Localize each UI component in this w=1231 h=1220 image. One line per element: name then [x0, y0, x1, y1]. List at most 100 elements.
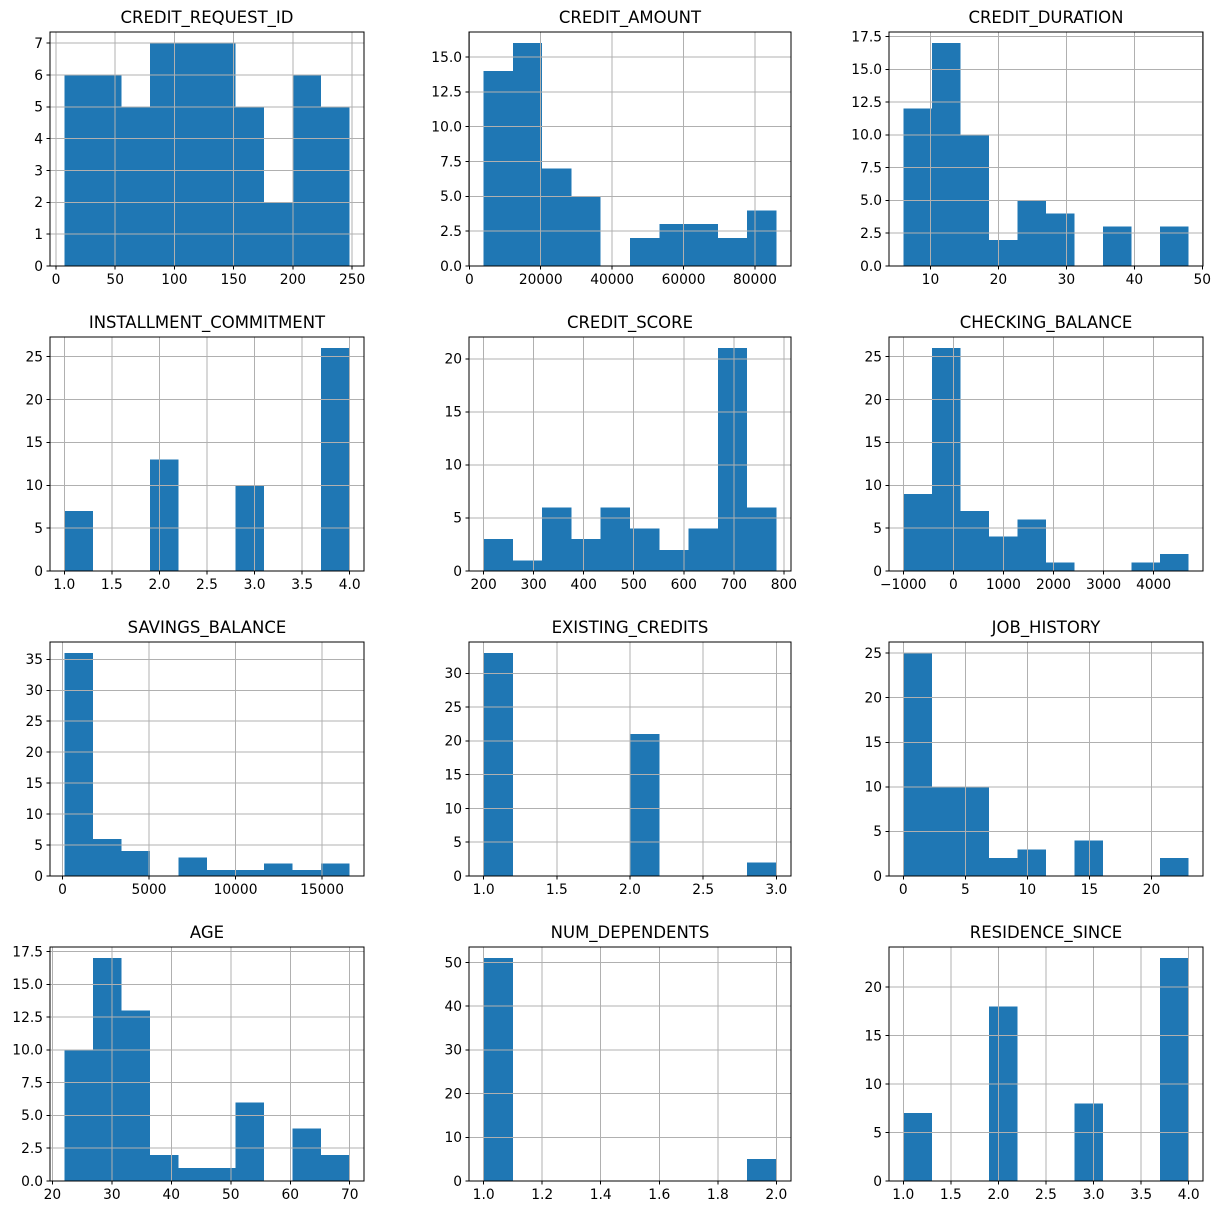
histogram-bar — [235, 869, 265, 876]
y-tick-label: 15 — [25, 776, 43, 792]
x-tick-label: 30 — [1057, 272, 1075, 288]
x-tick-label: 0 — [58, 882, 67, 898]
histogram-credit-duration: 10 20 30 40 50 0.0 2.5 5.0 7.5 10.0 12.5 15.0 17.5 CR… — [851, 8, 1211, 288]
histogram-num-dependents: 1.0 1.2 1.4 1.6 1.8 2.0 0 10 20 30 40 50 NUM_DEPENDE… — [445, 923, 792, 1203]
x-tick-label: 3.0 — [244, 577, 266, 593]
histogram-bar — [483, 539, 514, 571]
y-tick-label: 5.0 — [440, 189, 462, 205]
axes-box — [888, 641, 1204, 877]
y-tick-label: 7 — [34, 36, 43, 52]
y-tick-label: 5 — [873, 1125, 882, 1141]
x-tick-label: 2.0 — [619, 882, 641, 898]
x-tick-label: 20 — [44, 1187, 62, 1203]
y-tick-label: 2.5 — [860, 226, 882, 242]
histogram-bar — [1045, 213, 1075, 266]
y-tick-label: 0 — [34, 869, 43, 885]
histogram-bar — [483, 71, 514, 266]
y-tick-label: 20 — [25, 745, 43, 761]
x-tick-label: 3000 — [1086, 577, 1121, 593]
y-tick-label: 0 — [873, 564, 882, 580]
histogram-bar — [149, 1154, 179, 1181]
plot-title: CHECKING_BALANCE — [959, 313, 1132, 333]
x-tick-labels: 0 5 10 15 20 — [899, 882, 1160, 898]
y-tick-labels: 0.0 2.5 5.0 7.5 10.0 12.5 15.0 — [432, 50, 463, 275]
histogram-bar — [1131, 562, 1160, 571]
histogram-bar — [92, 958, 122, 1181]
histogram-credit-score: 200 300 400 500 600 700 800 0 5 10 15 20 CREDIT_SCOR… — [445, 313, 798, 593]
y-tick-label: 15.0 — [12, 977, 43, 993]
x-tick-label: 200 — [471, 577, 497, 593]
subplot-credit-request-id: 0 50 100 150 200 250 0 1 2 3 4 5 6 7 CREDIT_REQUEST_ID — [0, 0, 411, 305]
bars-group — [483, 348, 777, 571]
x-tick-labels: 200 300 400 500 600 700 800 — [471, 577, 798, 593]
x-tick-labels: 0 5000 10000 15000 — [58, 882, 344, 898]
y-tick-label: 7.5 — [440, 154, 462, 170]
axes-box — [468, 336, 792, 572]
x-tick-label: 70 — [341, 1187, 359, 1203]
y-tick-label: 0.0 — [860, 259, 882, 275]
y-tick-label: 0 — [454, 564, 463, 580]
histogram-bar — [902, 108, 932, 266]
y-tick-label: 25 — [864, 646, 882, 662]
x-tick-label: 1.8 — [707, 1187, 729, 1203]
histogram-bar — [630, 528, 660, 571]
y-tick-label: 10 — [864, 1077, 882, 1093]
subplot-checking-balance: −1000 0 1000 2000 3000 4000 0 5 10 15 20 25 CHECKING… — [821, 305, 1231, 610]
x-tick-label: 2.0 — [148, 577, 170, 593]
histogram-bar — [688, 528, 719, 571]
x-tick-label: 1.0 — [473, 1187, 495, 1203]
histogram-bar — [149, 459, 179, 571]
axes-box — [468, 31, 792, 267]
histogram-bar — [1045, 562, 1075, 571]
plot-title: EXISTING_CREDITS — [552, 618, 709, 638]
bars-group — [64, 43, 350, 266]
x-tick-label: 15 — [1080, 882, 1098, 898]
y-tick-labels: 0 1 2 3 4 5 6 7 — [34, 36, 43, 275]
histogram-age: 20 30 40 50 60 70 0.0 2.5 5.0 7.5 10.0 12.5 15.0 17.5… — [12, 923, 365, 1203]
histogram-bar — [64, 510, 93, 571]
grid-group — [49, 337, 364, 572]
tick-marks — [46, 42, 353, 270]
y-tick-label: 10 — [445, 1130, 463, 1146]
bars-group — [483, 43, 777, 266]
x-tick-label: 40000 — [591, 272, 635, 288]
tick-marks — [885, 356, 1154, 575]
y-tick-label: 10 — [25, 478, 43, 494]
histogram-bar — [178, 43, 207, 266]
histogram-bar — [931, 43, 961, 266]
x-tick-labels: 1.0 1.5 2.0 2.5 3.0 — [473, 882, 788, 898]
y-tick-label: 10 — [445, 801, 463, 817]
histogram-bar — [630, 238, 660, 266]
y-tick-label: 15 — [445, 767, 463, 783]
y-tick-label: 1 — [34, 227, 43, 243]
x-tick-label: 2.5 — [693, 882, 715, 898]
y-tick-label: 0.0 — [440, 259, 462, 275]
y-tick-label: 15 — [864, 1028, 882, 1044]
y-tick-label: 20 — [445, 1086, 463, 1102]
x-tick-label: 10 — [1018, 882, 1036, 898]
y-tick-label: 20 — [864, 980, 882, 996]
x-tick-label: 1000 — [986, 577, 1021, 593]
histogram-bar — [1159, 858, 1189, 876]
axes-box — [888, 336, 1204, 572]
tick-marks — [46, 356, 351, 575]
histogram-bar — [931, 348, 961, 571]
x-tick-label: 250 — [339, 272, 365, 288]
y-tick-label: 5 — [454, 511, 463, 527]
y-tick-label: 5 — [34, 100, 43, 116]
x-tick-label: 30 — [103, 1187, 121, 1203]
axes-box — [49, 946, 365, 1182]
subplot-residence-since: 1.0 1.5 2.0 2.5 3.0 3.5 4.0 0 5 10 15 20 RESIDENCE_S… — [821, 915, 1231, 1220]
histogram-bar — [659, 224, 689, 266]
y-tick-label: 5 — [454, 835, 463, 851]
plot-title: SAVINGS_BALANCE — [128, 618, 287, 638]
y-tick-label: 20 — [445, 352, 463, 368]
histogram-bar — [235, 1102, 265, 1181]
histogram-bar — [902, 493, 932, 571]
x-tick-label: 3.0 — [1082, 1187, 1104, 1203]
y-tick-label: 10 — [864, 478, 882, 494]
histogram-bar — [321, 1154, 350, 1181]
y-tick-label: 5.0 — [21, 1108, 43, 1124]
plot-title: AGE — [190, 923, 224, 942]
x-tick-labels: 1.0 1.2 1.4 1.6 1.8 2.0 — [473, 1187, 788, 1203]
